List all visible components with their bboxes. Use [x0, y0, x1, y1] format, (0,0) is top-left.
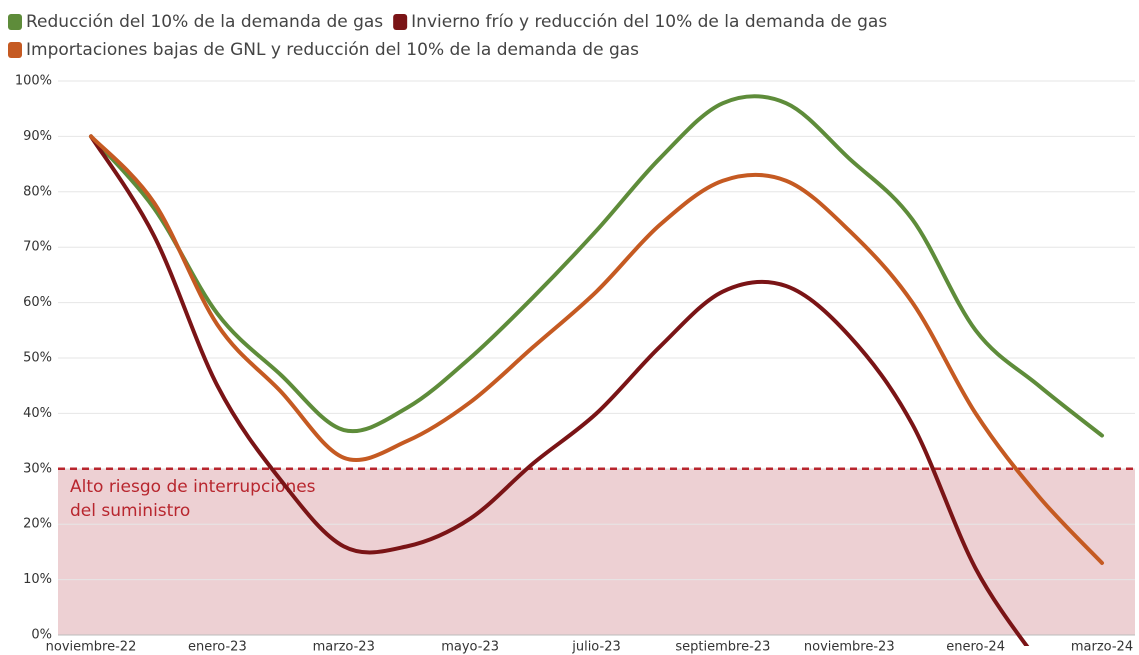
series-line: [89, 134, 1030, 646]
legend-label: Reducción del 10% de la demanda de gas: [26, 12, 383, 32]
y-tick-label: 20%: [23, 517, 52, 532]
x-tick-label: noviembre-22: [46, 640, 137, 655]
x-tick-label: mayo-23: [441, 640, 499, 655]
y-tick-label: 50%: [23, 351, 52, 366]
y-tick-label: 100%: [15, 74, 52, 89]
legend-label: Invierno frío y reducción del 10% de la …: [411, 12, 887, 32]
series-line: [89, 134, 1104, 565]
x-tick-label: marzo-24: [1071, 640, 1133, 655]
legend-swatch: [8, 42, 22, 58]
legend-swatch: [8, 14, 22, 30]
y-tick-label: 60%: [23, 295, 52, 310]
y-tick-label: 90%: [23, 129, 52, 144]
legend-label: Importaciones bajas de GNL y reducción d…: [26, 40, 639, 60]
plot-lines: [89, 94, 1104, 646]
x-tick-label: marzo-23: [313, 640, 375, 655]
x-tick-label: enero-24: [946, 640, 1005, 655]
risk-zone: [58, 468, 1135, 635]
y-tick-label: 10%: [23, 572, 52, 587]
x-tick-label: enero-23: [188, 640, 247, 655]
y-tick-label: 70%: [23, 240, 52, 255]
y-tick-label: 0%: [31, 628, 52, 643]
series-line: [89, 94, 1104, 438]
y-tick-label: 80%: [23, 184, 52, 199]
x-tick-label: septiembre-23: [675, 640, 770, 655]
x-tick-label: noviembre-23: [804, 640, 895, 655]
y-tick-label: 40%: [23, 406, 52, 421]
y-tick-label: 30%: [23, 461, 52, 476]
risk-annotation: Alto riesgo de interrupciones del suminis…: [70, 477, 316, 521]
x-tick-label: julio-23: [571, 640, 621, 655]
legend-swatch: [393, 14, 408, 30]
